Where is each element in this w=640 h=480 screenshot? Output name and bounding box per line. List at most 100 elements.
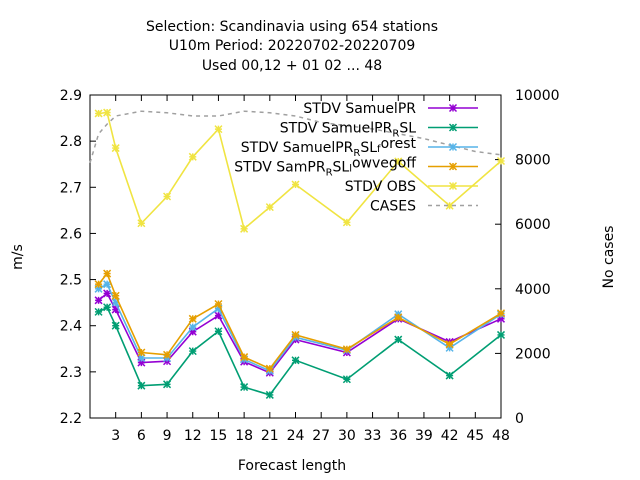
legend-label: CASES — [370, 199, 416, 215]
x-tick-label: 48 — [492, 428, 510, 444]
data-point-stdv-samuelpr-rsl — [137, 381, 146, 390]
legend-marker — [448, 103, 458, 113]
series-line-stdv-obs — [98, 111, 502, 231]
series-stdv-sampr-rsl-lowvegoff — [94, 269, 506, 373]
x-tick-label: 21 — [261, 428, 279, 444]
series-layer — [89, 108, 506, 399]
y-axis: 2.2 2.3 2.4 2.5 2.6 2.7 2.8 2.9 — [60, 88, 96, 427]
data-point-stdv-samuelpr-rsl — [103, 303, 112, 312]
data-point-stdv-sampr-rsl-lowvegoff — [342, 345, 351, 354]
data-point-stdv-sampr-rsl-lowvegoff — [163, 350, 172, 359]
series-stdv-samuelpr-rsl — [94, 303, 506, 399]
legend-marker — [448, 162, 458, 171]
data-point-stdv-sampr-rsl-lowvegoff — [240, 353, 249, 362]
series-line-cases — [89, 110, 502, 164]
data-point-stdv-samuelpr-rsl — [394, 335, 403, 344]
x-tick-label: 36 — [389, 428, 407, 444]
legend-entry-stdv-samuelpr: STDV SamuelPR — [303, 101, 478, 117]
y2-tick-label: 2000 — [515, 346, 551, 362]
series-stdv-samuelpr-rsl-forest — [94, 280, 506, 375]
data-point-stdv-sampr-rsl-lowvegoff — [94, 280, 103, 289]
data-point-stdv-sampr-rsl-lowvegoff — [394, 313, 403, 322]
data-point-stdv-sampr-rsl-lowvegoff — [496, 309, 506, 318]
legend-label: STDV SamuelPR — [303, 101, 416, 117]
y-tick-label: 2.2 — [60, 411, 82, 427]
legend-marker — [448, 123, 458, 132]
x-tick-label: 12 — [184, 428, 202, 444]
data-point-stdv-obs — [265, 203, 274, 212]
data-point-stdv-sampr-rsl-lowvegoff — [137, 348, 146, 357]
legend-marker — [448, 181, 458, 191]
data-point-stdv-sampr-rsl-lowvegoff — [445, 340, 454, 349]
data-point-stdv-samuelpr-rsl — [163, 380, 172, 389]
legend-entry-stdv-obs: STDV OBS — [345, 179, 478, 195]
y-axis-label: m/s — [10, 244, 26, 270]
legend-entry-cases: CASES — [370, 199, 478, 215]
data-point-stdv-obs — [137, 219, 146, 228]
data-point-stdv-sampr-rsl-lowvegoff — [188, 314, 197, 323]
series-line-stdv-sampr-rsl-lowvegoff — [97, 272, 502, 370]
y2-tick-label: 8000 — [515, 153, 551, 169]
legend-entry-stdv-sampr-rsl-lowvegoff: STDV SamPRRSLlowvegoff — [234, 156, 478, 179]
y2-axis-label: No cases — [601, 226, 617, 289]
x-tick-label: 18 — [235, 428, 253, 444]
y-tick-label: 2.7 — [60, 180, 82, 196]
legend-label: STDV SamPRRSLlowvegoff — [234, 156, 416, 179]
x-tick-label: 45 — [466, 428, 484, 444]
legend-label: STDV SamuelPRRSLforest — [241, 136, 417, 159]
x-tick-label: 6 — [137, 428, 146, 444]
data-point-stdv-sampr-rsl-lowvegoff — [291, 330, 300, 339]
data-point-stdv-obs — [342, 218, 351, 227]
series-line-stdv-samuelpr-rsl-forest — [98, 283, 502, 372]
legend-entry-stdv-samuelpr-rsl: STDV SamuelPRRSL — [280, 121, 478, 140]
data-point-stdv-obs — [111, 144, 120, 153]
y-tick-label: 2.9 — [60, 88, 82, 104]
y2-axis: 0 2000 4000 6000 8000 10000 — [495, 88, 560, 427]
data-point-stdv-obs — [394, 157, 403, 166]
x-tick-label: 33 — [364, 428, 382, 444]
x-tick-label: 30 — [338, 428, 356, 444]
data-point-stdv-obs — [240, 224, 249, 233]
data-point-stdv-samuelpr-rsl — [342, 375, 351, 384]
data-point-stdv-obs — [94, 109, 103, 118]
y2-tick-label: 0 — [515, 411, 524, 427]
x-tick-label: 27 — [312, 428, 330, 444]
data-point-stdv-samuelpr-rsl — [445, 371, 454, 380]
title-line-2: U10m Period: 20220702-20220709 — [169, 38, 416, 54]
x-axis-label: Forecast length — [238, 458, 346, 474]
data-point-stdv-samuelpr-rsl — [265, 390, 274, 399]
data-point-stdv-sampr-rsl-lowvegoff — [265, 364, 274, 373]
x-tick-label: 24 — [287, 428, 305, 444]
x-axis: 3 6 9 12 15 18 21 24 27 30 33 36 39 42 45 48 — [111, 95, 510, 444]
y2-tick-label: 10000 — [515, 88, 560, 104]
x-tick-label: 42 — [441, 428, 459, 444]
data-point-stdv-sampr-rsl-lowvegoff — [111, 291, 120, 300]
chart-title: Selection: Scandinavia using 654 station… — [146, 19, 438, 74]
legend-marker — [448, 142, 458, 152]
data-point-stdv-sampr-rsl-lowvegoff — [103, 269, 112, 278]
data-point-stdv-sampr-rsl-lowvegoff — [214, 299, 223, 309]
y-tick-label: 2.5 — [60, 273, 82, 289]
data-point-stdv-samuelpr-rsl — [214, 327, 223, 336]
title-line-3: Used 00,12 + 01 02 ... 48 — [202, 58, 382, 74]
series-stdv-samuelpr — [94, 289, 506, 377]
y2-tick-label: 6000 — [515, 217, 551, 233]
data-point-stdv-samuelpr-rsl — [188, 347, 197, 356]
data-point-stdv-samuelpr-rsl — [291, 356, 300, 365]
data-point-stdv-obs — [214, 125, 223, 134]
x-tick-label: 39 — [415, 428, 433, 444]
series-line-stdv-samuelpr — [98, 292, 502, 374]
y-tick-label: 2.3 — [60, 365, 82, 381]
data-point-stdv-samuelpr-rsl — [496, 330, 506, 339]
x-tick-label: 15 — [210, 428, 228, 444]
data-point-stdv-samuelpr — [214, 311, 223, 320]
series-stdv-obs — [94, 108, 506, 233]
data-point-stdv-obs — [291, 180, 300, 189]
data-point-stdv-obs — [445, 201, 454, 210]
data-point-stdv-samuelpr-rsl — [240, 383, 249, 392]
y-tick-label: 2.4 — [60, 319, 82, 335]
legend-label: STDV SamuelPRRSL — [280, 121, 416, 140]
data-point-stdv-obs — [188, 152, 197, 161]
